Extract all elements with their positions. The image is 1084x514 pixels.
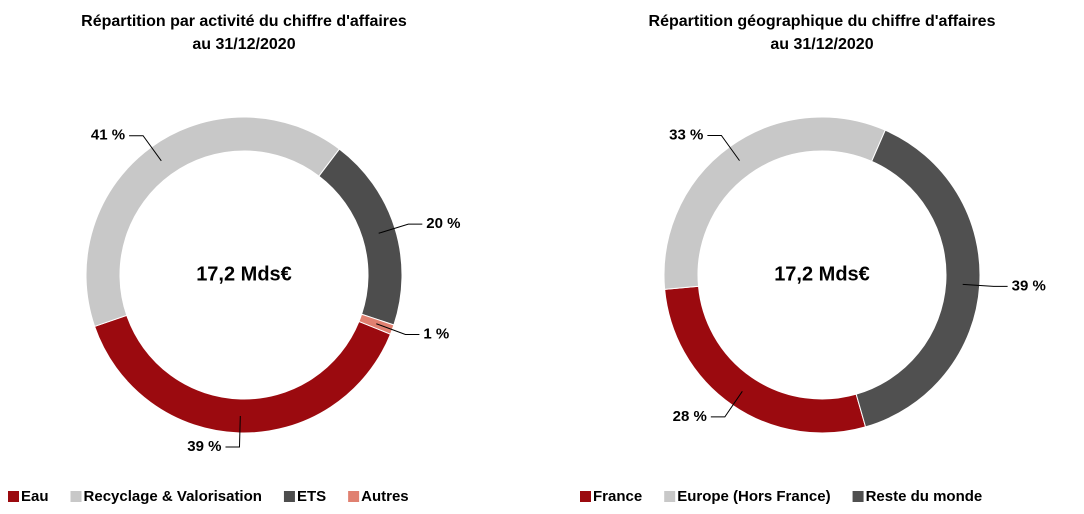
data-label: 39 % xyxy=(1012,277,1046,294)
legend-label: Autres xyxy=(361,488,409,505)
data-label: 28 % xyxy=(673,408,707,425)
chart-title: Répartition par activité du chiffre d'af… xyxy=(81,13,407,30)
leader-line xyxy=(225,415,241,448)
chart-subtitle: au 31/12/2020 xyxy=(770,36,873,53)
legend-swatch xyxy=(664,491,676,502)
leader-line xyxy=(962,283,1008,287)
legend-label: Europe (Hors France) xyxy=(677,488,830,505)
data-label: 20 % xyxy=(426,215,460,232)
legend-swatch xyxy=(348,491,360,502)
legend-label: Eau xyxy=(21,488,49,505)
donut-segment xyxy=(318,148,403,326)
center-label: 17,2 Mds€ xyxy=(774,263,870,285)
legend-label: France xyxy=(593,488,642,505)
donut-segment xyxy=(85,116,341,328)
legend-label: Recyclage & Valorisation xyxy=(84,488,262,505)
leader-line xyxy=(376,323,420,335)
data-label: 39 % xyxy=(187,438,221,455)
chart-subtitle: au 31/12/2020 xyxy=(192,36,295,53)
legend-swatch xyxy=(70,491,82,502)
leader-line xyxy=(378,223,423,234)
legend-swatch xyxy=(8,491,19,502)
donut-segment xyxy=(93,314,392,434)
leader-line xyxy=(129,135,162,162)
leader-line xyxy=(710,391,743,418)
legend-swatch xyxy=(283,491,295,502)
data-label: 1 % xyxy=(423,325,449,342)
center-label: 17,2 Mds€ xyxy=(196,263,292,285)
legend-label: ETS xyxy=(297,488,326,505)
legend-swatch xyxy=(852,491,864,502)
legend-swatch xyxy=(580,491,591,502)
data-label: 41 % xyxy=(91,127,125,144)
leader-line xyxy=(707,134,740,161)
data-label: 33 % xyxy=(669,126,703,143)
donut-segment xyxy=(855,129,981,428)
chart-title: Répartition géographique du chiffre d'af… xyxy=(649,13,996,30)
legend-label: Reste du monde xyxy=(866,488,983,505)
